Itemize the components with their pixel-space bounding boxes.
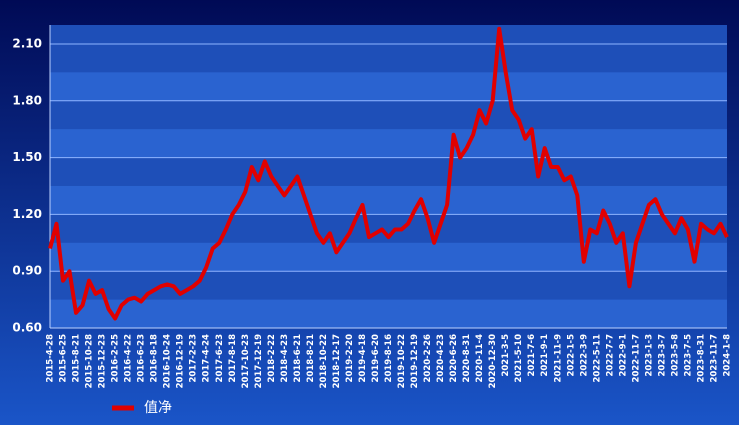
x-tick-label: 2022-11-7 bbox=[631, 334, 641, 383]
x-tick-label: 2017-4-24 bbox=[202, 334, 212, 383]
x-tick-label: 2015-12-23 bbox=[98, 334, 108, 388]
x-tick-label: 2023-11-7 bbox=[709, 334, 719, 383]
y-tick-label: 1.50 bbox=[12, 150, 42, 164]
x-tick-label: 2022-5-11 bbox=[592, 334, 602, 383]
x-tick-label: 2020-6-26 bbox=[449, 334, 459, 383]
x-tick-label: 2017-12-19 bbox=[254, 334, 264, 388]
x-tick-label: 2017-2-23 bbox=[189, 334, 199, 383]
x-tick-label: 2016-12-19 bbox=[176, 334, 186, 388]
x-tick-label: 2020-8-31 bbox=[462, 334, 472, 383]
y-tick-label: 1.20 bbox=[12, 207, 42, 221]
band bbox=[50, 299, 727, 328]
x-tick-label: 2017-8-18 bbox=[228, 334, 238, 383]
x-tick-label: 2018-12-17 bbox=[332, 334, 342, 388]
y-tick-label: 2.10 bbox=[12, 36, 42, 50]
x-tick-label: 2019-10-22 bbox=[397, 334, 407, 388]
x-tick-label: 2018-2-22 bbox=[267, 334, 277, 383]
x-tick-label: 2021-7-6 bbox=[527, 334, 537, 377]
x-tick-label: 2016-6-23 bbox=[137, 334, 147, 383]
x-tick-label: 2016-2-25 bbox=[111, 334, 121, 383]
x-tick-label: 2021-9-1 bbox=[540, 334, 550, 377]
y-tick-label: 0.90 bbox=[12, 264, 42, 278]
x-tick-label: 2016-10-24 bbox=[163, 334, 173, 388]
x-tick-label: 2020-2-26 bbox=[423, 334, 433, 383]
x-tick-label: 2023-5-8 bbox=[670, 334, 680, 377]
x-tick-label: 2022-9-1 bbox=[618, 334, 628, 377]
x-tick-label: 2018-6-21 bbox=[293, 334, 303, 383]
data-line bbox=[48, 26, 729, 321]
x-tick-label: 2022-7-7 bbox=[605, 334, 615, 377]
x-tick-label: 2020-4-23 bbox=[436, 334, 446, 383]
x-tick-label: 2019-12-19 bbox=[410, 334, 420, 388]
x-tick-label: 2016-4-22 bbox=[124, 334, 134, 383]
x-tick-label: 2017-10-23 bbox=[241, 334, 251, 388]
y-tick-label: 0.60 bbox=[12, 321, 42, 335]
x-tick-label: 2015-4-28 bbox=[46, 334, 56, 383]
x-tick-label: 2022-1-5 bbox=[566, 334, 576, 377]
x-tick-label: 2015-8-21 bbox=[72, 334, 82, 383]
x-tick-label: 2017-6-23 bbox=[215, 334, 225, 383]
x-tick-label: 2019-2-20 bbox=[345, 334, 355, 383]
x-tick-label: 2015-6-25 bbox=[59, 334, 69, 383]
x-tick-label: 2020-12-30 bbox=[488, 334, 498, 388]
band bbox=[50, 72, 727, 101]
x-tick-label: 2015-10-28 bbox=[85, 334, 95, 388]
x-tick-label: 2016-8-18 bbox=[150, 334, 160, 383]
x-tick-label: 2018-10-22 bbox=[319, 334, 329, 388]
band bbox=[50, 242, 727, 272]
x-tick-label: 2021-5-10 bbox=[514, 334, 524, 383]
x-tick-label: 2018-4-23 bbox=[280, 334, 290, 383]
x-tick-label: 2018-8-21 bbox=[306, 334, 316, 383]
x-tick-label: 2019-6-20 bbox=[371, 334, 381, 383]
legend-label: 值净 bbox=[144, 400, 172, 416]
x-tick-label: 2023-3-7 bbox=[657, 334, 667, 377]
band bbox=[50, 185, 727, 215]
plot-area bbox=[50, 25, 727, 328]
y-tick-label: 1.80 bbox=[12, 93, 42, 107]
x-tick-label: 2024-1-8 bbox=[723, 334, 733, 377]
x-tick-label: 2023-7-5 bbox=[683, 334, 693, 377]
x-tick-label: 2023-8-31 bbox=[696, 334, 706, 383]
x-tick-label: 2020-11-4 bbox=[475, 334, 485, 383]
x-tick-label: 2023-1-3 bbox=[644, 334, 654, 377]
x-tick-label: 2019-8-16 bbox=[384, 334, 394, 383]
band bbox=[50, 129, 727, 158]
x-tick-label: 2021-11-9 bbox=[553, 334, 563, 383]
x-tick-label: 2019-4-18 bbox=[358, 334, 368, 383]
x-tick-label: 2022-3-9 bbox=[579, 334, 589, 377]
x-tick-label: 2021-3-5 bbox=[501, 334, 511, 377]
